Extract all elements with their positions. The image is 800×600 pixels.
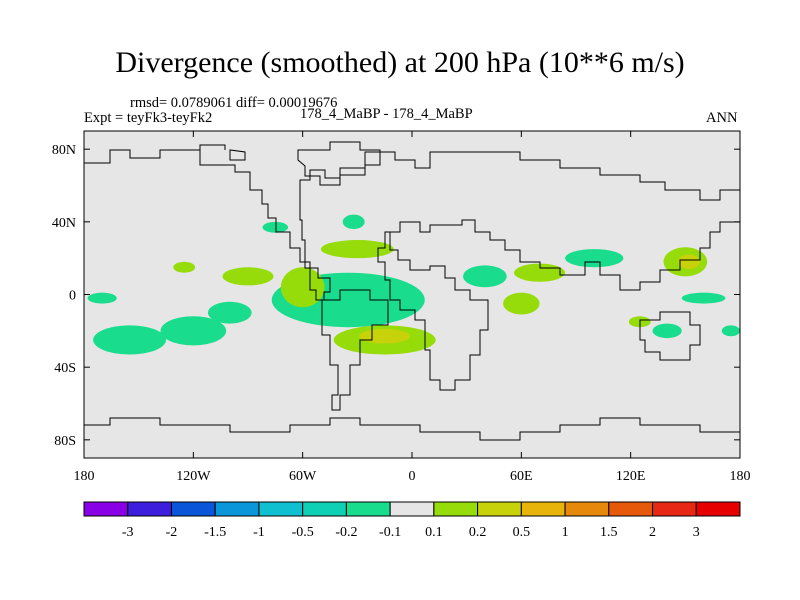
contour-region-10 xyxy=(320,240,394,259)
coast-islands xyxy=(199,144,246,161)
coast-greenland xyxy=(297,141,381,186)
x-tick-label: 180 xyxy=(74,469,95,484)
colorbar-label: -1.5 xyxy=(204,525,226,540)
contour-region-7 xyxy=(87,292,117,304)
colorbar-box xyxy=(83,501,129,517)
run-label: 178_4_MaBP - 178_4_MaBP xyxy=(300,106,473,122)
colorbar-box xyxy=(520,501,566,517)
contour-region-9 xyxy=(222,267,274,286)
coast-eurasia xyxy=(390,219,740,291)
colorbar-label: 3 xyxy=(693,525,700,540)
season-label: ANN xyxy=(706,110,738,126)
y-tick-label: 0 xyxy=(69,289,76,304)
colorbar-box xyxy=(477,501,522,517)
colorbar-label: -0.5 xyxy=(292,525,314,540)
contour-region-14 xyxy=(359,329,411,344)
coast-north xyxy=(84,149,740,301)
contour-region-22 xyxy=(652,323,682,339)
contour-region-23 xyxy=(721,325,740,337)
colorbar-box xyxy=(302,501,347,517)
x-tick-label: 120W xyxy=(176,469,211,484)
colorbar-label: 0.5 xyxy=(513,525,531,540)
colorbar-label: 0.1 xyxy=(425,525,443,540)
colorbar-label: -2 xyxy=(166,525,178,540)
coastlines xyxy=(84,141,740,441)
contour-region-20 xyxy=(678,254,700,270)
coast-australia xyxy=(639,311,701,361)
x-tick-label: 0 xyxy=(409,469,416,484)
contour-region-18 xyxy=(565,249,624,268)
colorbar-box xyxy=(345,501,391,517)
contour-region-11 xyxy=(342,214,365,230)
coast-south-america xyxy=(321,289,389,411)
y-tick-label: 80N xyxy=(52,143,76,158)
colorbar-box xyxy=(258,501,304,517)
contour-region-5 xyxy=(93,325,166,355)
contour-region-6 xyxy=(160,316,227,346)
y-tick-label: 40N xyxy=(52,216,76,231)
y-tick-label: 80S xyxy=(54,434,76,449)
stats-text: rmsd= 0.0789061 diff= 0.00019676 xyxy=(130,95,338,111)
contour-region-12 xyxy=(262,221,289,233)
colorbar-label: 2 xyxy=(649,525,656,540)
colorbar-label: 0.2 xyxy=(469,525,487,540)
colorbar-box xyxy=(564,501,610,517)
contour-region-21 xyxy=(681,292,726,304)
colorbar-box xyxy=(608,501,654,517)
x-tick-label: 120E xyxy=(616,469,646,484)
coast-antarctica xyxy=(84,417,740,441)
x-tick-label: 60E xyxy=(510,469,533,484)
colorbar-label: -1 xyxy=(253,525,265,540)
colorbar-box xyxy=(433,501,479,517)
contour-region-4 xyxy=(207,301,252,324)
colorbar-box xyxy=(695,501,741,517)
experiment-label: Expt = teyFk3-teyFk2 xyxy=(84,110,213,126)
colorbar-box xyxy=(652,501,697,517)
y-tick-label: 40S xyxy=(54,361,76,376)
contour-region-3 xyxy=(280,267,325,308)
chart-title: Divergence (smoothed) at 200 hPa (10**6 … xyxy=(115,46,685,79)
coast-africa xyxy=(377,231,489,391)
axis-ticks: 180 120W 60W 0 60E 120E 180 80N 40N 0 40S 80S xyxy=(52,131,751,484)
contour-region-8 xyxy=(173,261,196,273)
x-tick-label: 180 xyxy=(730,469,751,484)
colorbar-box xyxy=(127,501,172,517)
colorbar-label: -3 xyxy=(122,525,134,540)
colorbar-box xyxy=(170,501,216,517)
x-tick-label: 60W xyxy=(289,469,317,484)
colorbar-box xyxy=(214,501,260,517)
contour-region-15 xyxy=(463,265,507,288)
colorbar-box xyxy=(389,501,435,517)
colorbar: -3 -2 -1.5 -1 -0.5 -0.2 -0.1 0.1 0.2 0.5 1 1.5 2 3 xyxy=(83,501,741,540)
colorbar-label: -0.1 xyxy=(379,525,401,540)
contour-region-17 xyxy=(503,292,540,315)
colorbar-label: 1.5 xyxy=(600,525,618,540)
colorbar-label: 1 xyxy=(562,525,569,540)
colorbar-label: -0.2 xyxy=(335,525,357,540)
